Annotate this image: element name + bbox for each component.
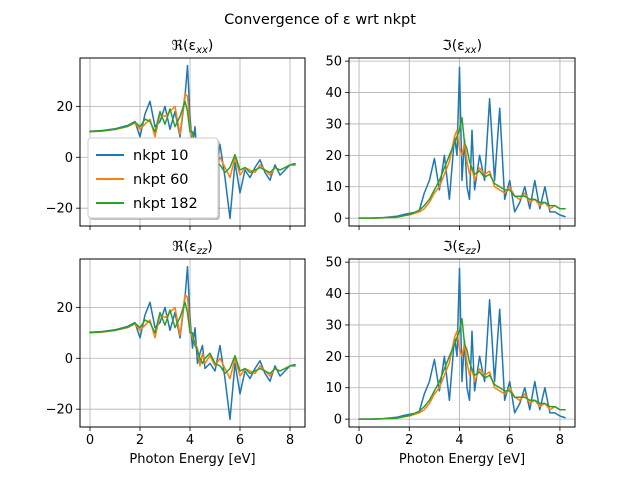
y-tick-label: 50 [325,55,342,70]
series-line-nkpt-10 [358,267,566,420]
panel-2: 0 10 20 30 40 50 ℑ(εxx) [325,38,576,230]
x-tick-label: 6 [236,433,244,448]
y-tick-label: 20 [56,100,73,115]
y-tick-label: 0 [334,212,342,227]
x-tick-label: 2 [136,433,144,448]
axes-frame [79,258,306,428]
y-tick-label: 10 [325,180,342,195]
x-axis-label: Photon Energy [eV] [399,452,525,467]
axes-frame [348,258,576,428]
x-tick-label: 6 [506,433,514,448]
axes-frame [79,57,306,227]
y-tick-label: 40 [325,287,342,302]
panel-title: ℜ(εxx) [172,38,214,56]
y-tick-label: 30 [325,117,342,132]
y-tick-label: 50 [325,256,342,271]
x-tick-label: 8 [556,433,564,448]
series-line-nkpt-10 [89,265,296,421]
x-tick-label: 0 [355,433,363,448]
panel-4: 0 2 4 6 8 0 10 20 30 40 50 ℑ(εzz) Photon Energy [eV] [325,239,576,467]
y-tick-label: 20 [325,350,342,365]
legend-label: nkpt 10 [133,148,189,164]
y-tick-label: 40 [325,86,342,101]
panel-title: ℑ(εxx) [442,38,482,56]
legend-label: nkpt 182 [133,196,198,212]
y-tick-label: 0 [334,413,342,428]
legend-box [87,137,219,219]
x-tick-label: 8 [286,433,294,448]
axes-frame [348,57,576,227]
y-tick-label: 0 [65,352,73,367]
x-tick-label: 4 [186,433,194,448]
panel-3: 0 2 4 6 8 −20 0 20 ℜ(εzz) Photon Energy [eV] [46,239,306,467]
x-axis-label: Photon Energy [eV] [129,452,255,467]
series-line-nkpt-60 [358,330,566,420]
panel-title: ℑ(εzz) [443,239,482,257]
panel-title: ℜ(εzz) [172,239,212,257]
series-line-nkpt-60 [358,129,566,219]
x-tick-label: 0 [86,433,94,448]
y-tick-label: 0 [65,151,73,166]
series-line-nkpt-182 [358,116,566,219]
legend-label: nkpt 60 [133,172,189,188]
x-tick-label: 2 [405,433,413,448]
series-line-nkpt-182 [89,301,296,375]
y-tick-label: 30 [325,318,342,333]
y-tick-label: 20 [56,301,73,316]
y-tick-label: 10 [325,381,342,396]
y-tick-label: 20 [325,149,342,164]
x-tick-label: 4 [455,433,463,448]
y-tick-label: −20 [46,403,73,418]
series-line-nkpt-10 [358,66,566,219]
y-tick-label: −20 [46,202,73,217]
legend: nkpt 10 nkpt 60 nkpt 182 [87,137,220,220]
figure-title: Convergence of ε wrt nkpt [224,12,416,28]
series-line-nkpt-182 [358,317,566,420]
